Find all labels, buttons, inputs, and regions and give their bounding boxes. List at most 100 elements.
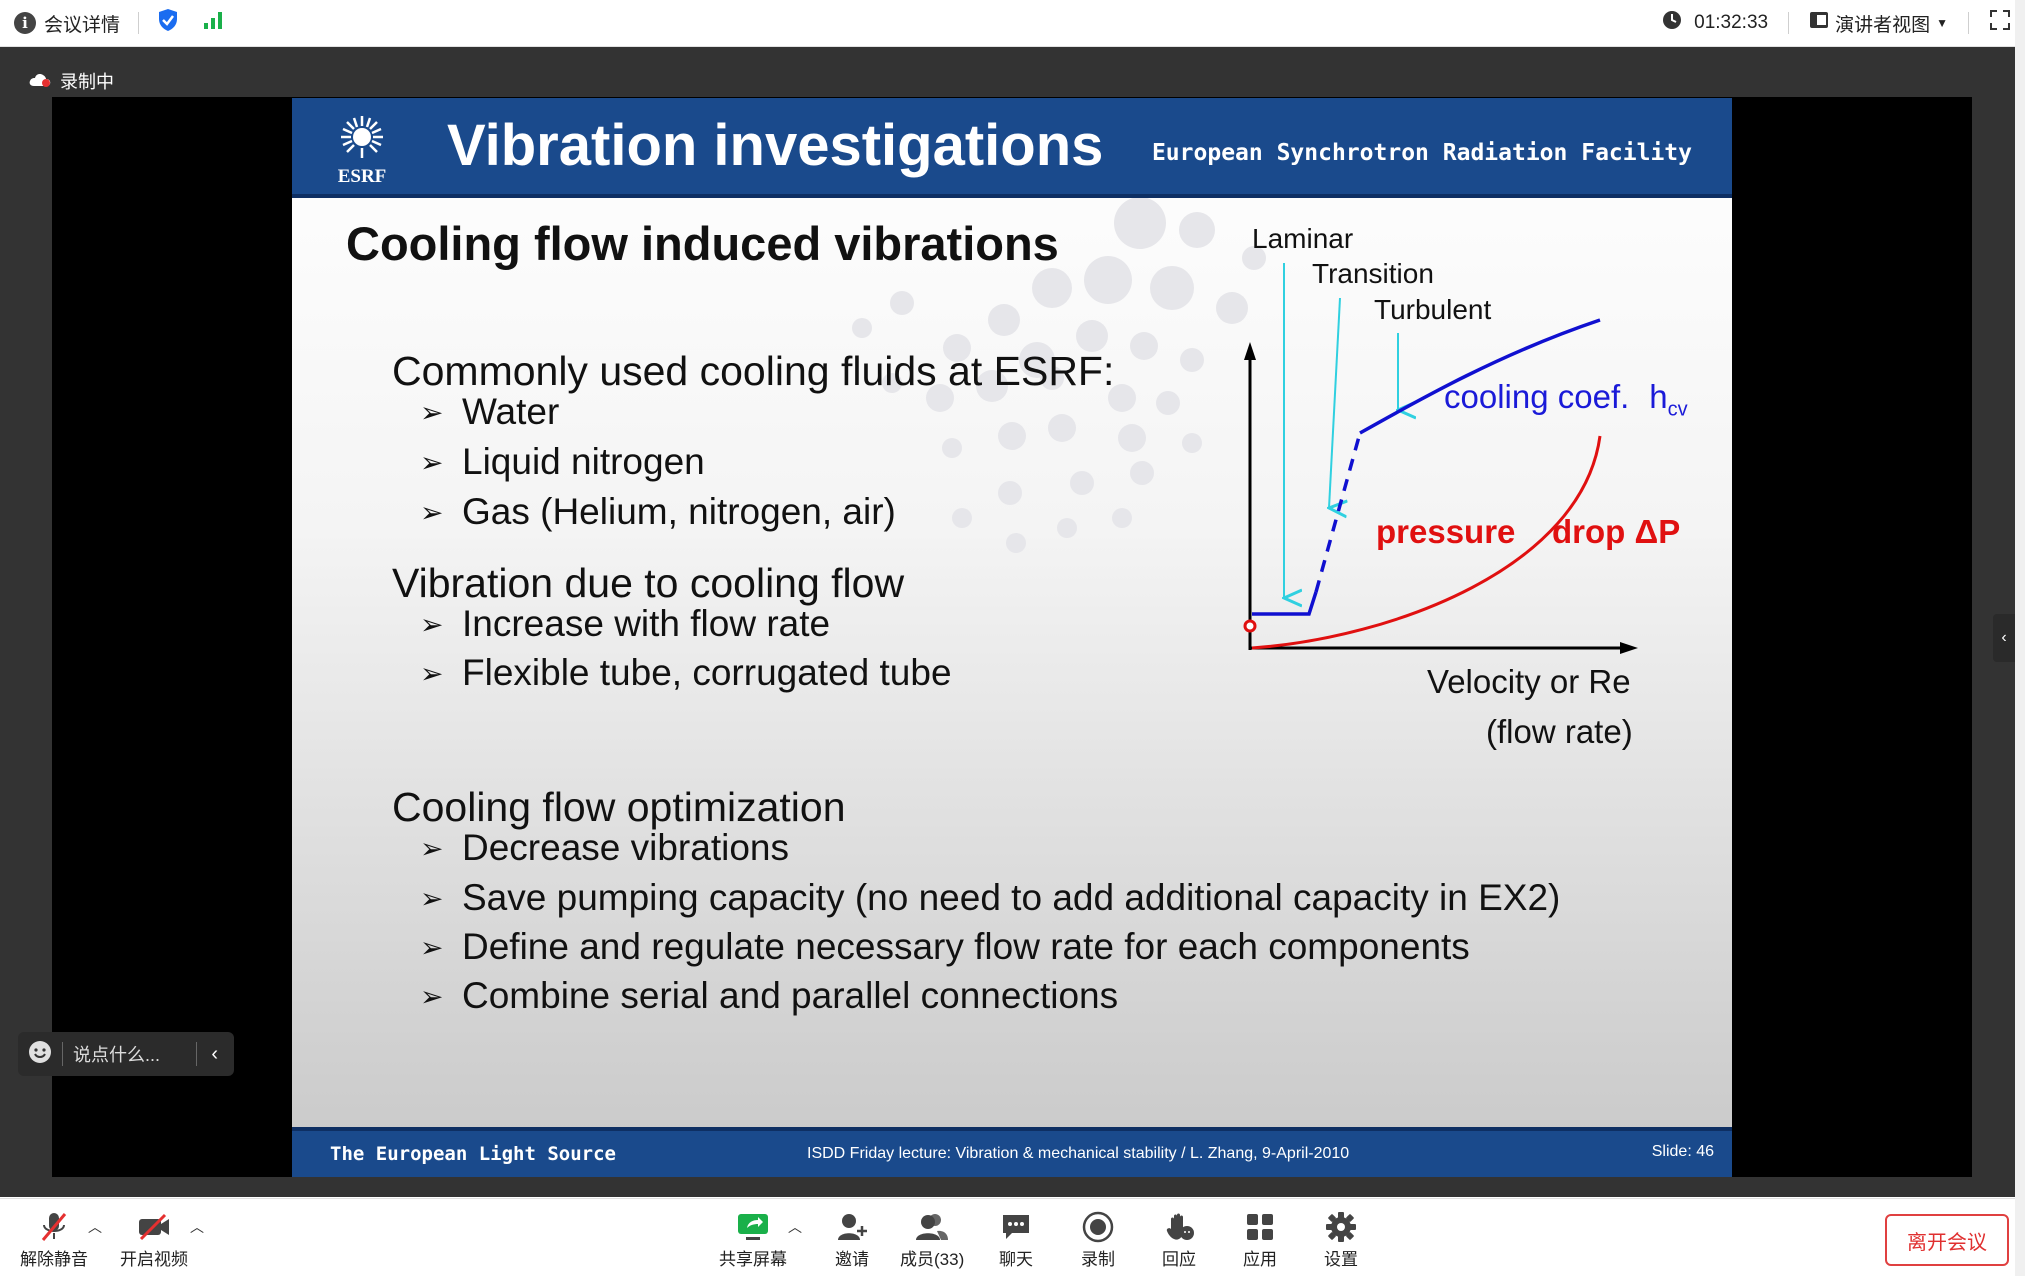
members-label: 成员(33) [900,1250,965,1269]
arrow-bullet-icon: ➢ [420,832,444,864]
react-button[interactable]: 回应 [1160,1209,1198,1270]
cooling-curve-turbulent [1359,318,1601,435]
x-axis-arrow-icon [1620,642,1638,654]
cooling-curve-laminar [1252,591,1318,616]
divider [1968,12,1969,34]
settings-label: 设置 [1324,1250,1358,1269]
arrow-bullet-icon: ➢ [420,396,444,428]
record-label: 录制 [1081,1250,1115,1269]
presentation-slide: ESRF Vibration investigations European S… [292,98,1732,1177]
decorative-dots [852,197,1266,553]
bullet-text: Flexible tube, corrugated tube [462,652,952,693]
apps-button[interactable]: 应用 [1241,1209,1279,1270]
pressure-drop-curve [1251,435,1602,650]
divider [62,1042,63,1066]
raise-hand-icon [1160,1209,1198,1245]
top-bar: i 会议详情 01:32:33 演讲者视图 ▼ [0,0,2025,47]
bullet-item: ➢ Water [420,391,559,433]
bullet-item: ➢ Gas (Helium, nitrogen, air) [420,491,896,533]
window-edge [2015,0,2025,1276]
settings-button[interactable]: 设置 [1322,1209,1360,1270]
slide-header: ESRF Vibration investigations European S… [292,98,1732,194]
start-video-label: 开启视频 [120,1250,188,1269]
chat-button[interactable]: 聊天 [997,1209,1035,1270]
start-video-button[interactable]: 开启视频 [120,1209,188,1270]
add-user-icon [833,1209,871,1245]
meeting-duration: 01:32:33 [1694,12,1769,33]
x-axis-label-2: (flow rate) [1486,713,1633,750]
emoji-icon[interactable] [28,1040,52,1069]
cooling-curve-transition [1314,432,1362,593]
laminar-label: Laminar [1252,223,1354,254]
leave-meeting-button[interactable]: 离开会议 [1885,1214,2009,1266]
flow-regime-graph [1243,263,1638,654]
bullet-item: ➢ Define and regulate necessary flow rate… [420,926,1470,968]
footer-left-text: The European Light Source [330,1143,616,1165]
chat-quick-input[interactable]: 说点什么... ‹ [18,1032,234,1076]
top-bar-left: i 会议详情 [14,0,225,46]
bullet-text: Save pumping capacity (no need to add ad… [462,877,1561,918]
transition-label: Transition [1312,258,1434,289]
layout-icon [1809,10,1829,36]
record-button[interactable]: 录制 [1079,1209,1117,1270]
chevron-down-icon: ▼ [1936,16,1948,30]
clock-icon [1662,10,1682,36]
cloud-record-icon [28,70,52,93]
bullet-item: ➢ Increase with flow rate [420,603,830,645]
members-button[interactable]: 成员(33) [900,1209,964,1270]
top-bar-right: 01:32:33 演讲者视图 ▼ [1662,0,2011,46]
bullet-item: ➢ Decrease vibrations [420,827,789,869]
apps-label: 应用 [1243,1250,1277,1269]
record-icon [1079,1209,1117,1245]
esrf-logo-icon: ESRF [338,116,387,187]
slide-footer: The European Light Source ISDD Friday le… [292,1131,1732,1177]
bullet-text: Gas (Helium, nitrogen, air) [462,491,896,532]
mic-options-chevron-icon[interactable]: ︿ [88,1219,102,1235]
bullet-text: Increase with flow rate [462,603,831,644]
apps-grid-icon [1241,1209,1279,1245]
pressure-label-1: pressure [1376,513,1516,550]
presenter-view-dropdown[interactable]: 演讲者视图 ▼ [1809,10,1948,37]
bullet-item: ➢ Flexible tube, corrugated tube [420,652,952,694]
institution-name: European Synchrotron Radiation Facility [1151,140,1692,166]
chat-placeholder: 说点什么... [73,1045,161,1065]
bullet-text: Liquid nitrogen [462,441,705,482]
unmute-button[interactable]: 解除静音 [20,1209,88,1270]
recording-label: 录制中 [60,72,114,92]
section-heading: Vibration due to cooling flow [392,560,905,606]
side-panel-toggle[interactable]: ‹ [1993,614,2015,662]
security-shield-icon[interactable] [157,8,179,38]
camera-off-icon [135,1209,173,1245]
section-heading: Commonly used cooling fluids at ESRF: [392,348,1115,394]
unmute-label: 解除静音 [20,1250,88,1269]
gear-icon [1322,1209,1360,1245]
transition-arrow [1329,297,1340,508]
cooling-coef-label: cooling coef. hcv [1444,378,1688,422]
cooling-coef-symbol: h [1649,378,1668,415]
meeting-details-button[interactable]: i 会议详情 [14,10,120,37]
invite-button[interactable]: 邀请 [833,1209,871,1270]
arrow-bullet-icon: ➢ [420,496,444,528]
share-screen-icon [734,1209,772,1245]
footer-rule [292,1127,1732,1131]
header-rule [292,194,1732,198]
chat-bubble-icon [997,1209,1035,1245]
divider [196,1042,198,1066]
logo-text: ESRF [338,166,387,187]
invite-label: 邀请 [835,1250,869,1269]
cooling-coef-text: cooling coef. [1444,378,1630,415]
slide-header-title: Vibration investigations [447,113,1104,178]
divider [1788,12,1790,34]
signal-strength-icon[interactable] [203,10,225,36]
mic-muted-icon [35,1209,73,1245]
bullet-item: ➢ Save pumping capacity (no need to add a… [420,877,1560,919]
fullscreen-icon[interactable] [1989,9,2011,37]
meeting-details-label: 会议详情 [44,14,121,36]
bullet-text: Combine serial and parallel connections [462,975,1119,1016]
video-options-chevron-icon[interactable]: ︿ [190,1219,204,1235]
share-screen-button[interactable]: 共享屏幕 [719,1209,787,1270]
share-options-chevron-icon[interactable]: ︿ [788,1219,802,1235]
members-icon [913,1209,951,1245]
arrow-bullet-icon: ➢ [420,980,444,1012]
collapse-chevron-icon[interactable]: ‹ [211,1042,218,1065]
